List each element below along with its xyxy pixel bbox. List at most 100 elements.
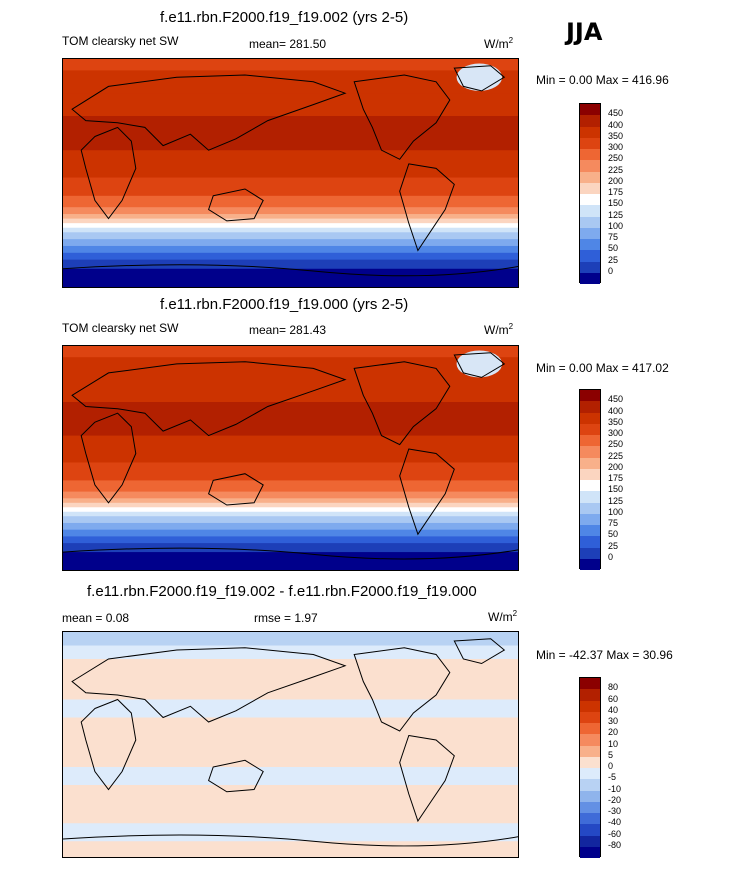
colorbar-label: 40 — [608, 704, 619, 715]
panel-1-colorbar — [579, 103, 601, 284]
panel-2-colorbar — [579, 389, 601, 570]
season-label: JJA — [566, 18, 603, 46]
colorbar-swatch — [580, 468, 600, 480]
colorbar-label: 250 — [608, 153, 624, 164]
colorbar-swatch — [580, 457, 600, 469]
map-band — [63, 223, 518, 229]
colorbar-label: -40 — [608, 817, 622, 828]
colorbar-swatch — [580, 423, 600, 435]
colorbar-swatch — [580, 678, 600, 690]
colorbar-swatch — [580, 182, 600, 194]
map-band — [63, 516, 518, 524]
colorbar-swatch — [580, 835, 600, 847]
map-band — [63, 402, 518, 437]
colorbar-label: 200 — [608, 175, 624, 186]
coastline — [453, 65, 506, 92]
colorbar-swatch — [580, 435, 600, 447]
colorbar-label: 50 — [608, 529, 619, 540]
coastline — [71, 647, 347, 723]
panel-3-rmse-label: rmse = 1.97 — [254, 611, 318, 625]
colorbar-swatch — [580, 558, 600, 570]
colorbar-label: 175 — [608, 187, 624, 197]
map-band — [63, 522, 518, 531]
map-band — [63, 785, 518, 824]
colorbar-label: 75 — [608, 518, 619, 528]
colorbar-swatch — [580, 446, 600, 458]
colorbar-swatch — [580, 480, 600, 492]
colorbar-swatch — [580, 756, 600, 768]
coastline — [207, 473, 264, 506]
map-band — [63, 480, 518, 493]
map-band — [63, 498, 518, 504]
map-band — [63, 543, 518, 553]
panel-3-units: W/m2 — [488, 609, 518, 624]
antarctica-coastline — [63, 834, 518, 847]
colorbar-label: 5 — [608, 749, 614, 760]
colorbar-label: -30 — [608, 806, 622, 816]
colorbar-label: 10 — [608, 738, 619, 749]
colorbar-label: 150 — [608, 484, 624, 495]
greenland-ice — [456, 63, 503, 91]
coastline — [353, 74, 451, 160]
colorbar-swatch — [580, 801, 600, 813]
coastline — [71, 74, 347, 151]
panel-1-map — [62, 58, 519, 288]
map-band — [63, 435, 518, 463]
panel-1-mean-label: mean= 281.50 — [249, 37, 327, 51]
colorbar-label: 0 — [608, 761, 614, 771]
map-band — [63, 245, 518, 254]
colorbar-swatch — [580, 205, 600, 217]
coastline — [80, 412, 137, 504]
map-band — [63, 214, 518, 220]
map-band — [63, 70, 518, 94]
colorbar-swatch — [580, 401, 600, 413]
colorbar-label: 0 — [608, 265, 614, 276]
colorbar-swatch — [580, 846, 600, 858]
panel-3-mean-label: mean = 0.08 — [62, 611, 130, 625]
colorbar-swatch — [580, 227, 600, 239]
map-band — [63, 502, 518, 508]
map-band — [63, 93, 518, 117]
colorbar-swatch — [580, 194, 600, 206]
map-band — [63, 150, 518, 179]
colorbar-label: 20 — [608, 727, 619, 738]
map-band — [63, 552, 518, 570]
map-band — [63, 252, 518, 261]
map-band — [63, 379, 518, 403]
colorbar-swatch — [580, 790, 600, 802]
map-band — [63, 207, 518, 215]
colorbar-swatch — [580, 711, 600, 723]
colorbar-swatch — [580, 513, 600, 525]
colorbar-label: 200 — [608, 461, 624, 472]
map-band — [63, 529, 518, 537]
colorbar-label: 450 — [608, 108, 624, 119]
colorbar-swatch — [580, 734, 600, 746]
colorbar-swatch — [580, 390, 600, 402]
panel-2-minmax: Min = 0.00 Max = 417.02 — [536, 361, 669, 375]
map-band — [63, 232, 518, 240]
antarctica-coastline — [63, 547, 518, 560]
colorbar-swatch — [580, 491, 600, 503]
colorbar-label: -10 — [608, 783, 622, 794]
coastline — [71, 361, 347, 437]
map-band — [63, 699, 518, 718]
colorbar-label: 150 — [608, 198, 624, 209]
coastline — [208, 188, 264, 222]
panel-2-units: W/m2 — [484, 322, 514, 337]
colorbar-label: 100 — [608, 220, 624, 231]
colorbar-label: 25 — [608, 540, 619, 551]
colorbar-label: 250 — [608, 439, 624, 450]
colorbar-label: 300 — [608, 428, 624, 438]
colorbar-swatch — [580, 137, 600, 149]
map-band — [63, 227, 518, 233]
colorbar-label: 100 — [608, 506, 624, 517]
map-band — [63, 507, 518, 513]
panel-1-map-field — [63, 59, 518, 287]
coastline — [399, 448, 455, 536]
colorbar-label: 30 — [608, 716, 619, 726]
coastline — [353, 361, 451, 446]
colorbar-swatch — [580, 126, 600, 138]
colorbar-swatch — [580, 412, 600, 424]
map-band — [63, 511, 518, 517]
colorbar-swatch — [580, 502, 600, 514]
